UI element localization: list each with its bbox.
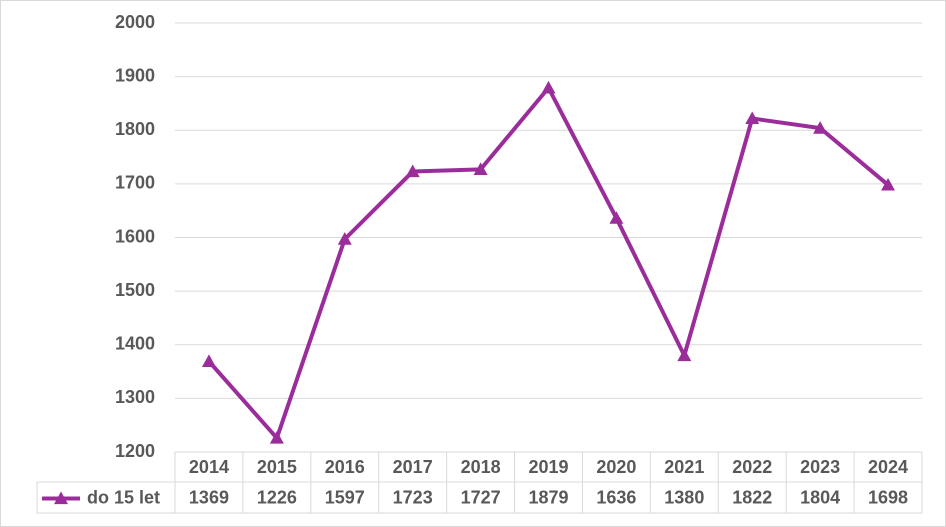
y-tick-label: 1600 [115, 226, 155, 246]
table-value: 1380 [664, 487, 704, 507]
y-tick-label: 1200 [115, 441, 155, 461]
table-value: 1804 [800, 487, 840, 507]
table-value: 1226 [257, 487, 297, 507]
marker [269, 431, 284, 444]
x-tick-label: 2020 [596, 457, 636, 477]
marker [201, 354, 216, 367]
y-tick-label: 1800 [115, 119, 155, 139]
marker [677, 348, 692, 362]
table-value: 1727 [461, 487, 501, 507]
marker [745, 111, 760, 125]
table-value: 1636 [596, 487, 636, 507]
marker [813, 121, 828, 134]
table-value: 1597 [325, 487, 365, 507]
x-tick-label: 2022 [732, 457, 772, 477]
table-value: 1879 [528, 487, 568, 507]
legend-label: do 15 let [87, 487, 160, 507]
table-value: 1723 [393, 487, 433, 507]
x-tick-label: 2024 [868, 457, 908, 477]
y-tick-label: 1900 [115, 65, 155, 85]
x-tick-label: 2014 [189, 457, 229, 477]
x-tick-label: 2016 [325, 457, 365, 477]
table-value: 1698 [868, 487, 908, 507]
x-tick-label: 2018 [461, 457, 501, 477]
y-tick-label: 2000 [115, 12, 155, 32]
marker [473, 162, 488, 175]
y-tick-label: 1300 [115, 387, 155, 407]
marker [405, 164, 420, 178]
table-value: 1822 [732, 487, 772, 507]
x-tick-label: 2015 [257, 457, 297, 477]
marker [337, 232, 352, 245]
x-tick-label: 2017 [393, 457, 433, 477]
x-tick-label: 2019 [528, 457, 568, 477]
x-tick-label: 2021 [664, 457, 704, 477]
legend-marker [54, 491, 68, 505]
marker [881, 177, 896, 191]
y-tick-label: 1400 [115, 334, 155, 354]
marker [541, 80, 556, 94]
y-tick-label: 1700 [115, 173, 155, 193]
table-value: 1369 [189, 487, 229, 507]
marker [609, 211, 624, 224]
x-tick-label: 2023 [800, 457, 840, 477]
y-tick-label: 1500 [115, 280, 155, 300]
